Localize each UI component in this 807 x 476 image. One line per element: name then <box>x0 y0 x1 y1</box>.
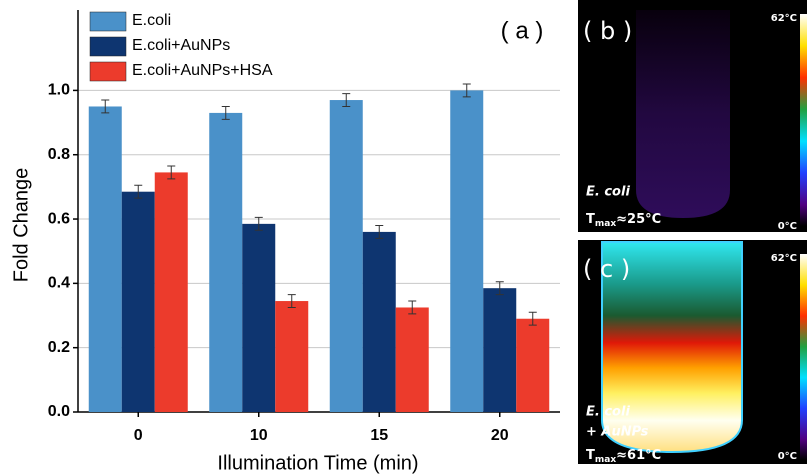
y-tick-label: 0.2 <box>48 339 70 356</box>
panel-label: ( c ) <box>583 255 630 283</box>
legend-label: E.coli+AuNPs <box>132 37 230 54</box>
bar <box>363 232 396 412</box>
y-tick-label: 0.6 <box>48 210 70 227</box>
y-tick-label: 0.4 <box>48 275 70 292</box>
figure: ( b ) 62°C 0°C E. coli Tmax≈25°C ( c ) 6… <box>0 0 807 476</box>
x-tick-label: 10 <box>250 427 268 444</box>
scale-max: 62°C <box>771 253 797 264</box>
y-tick-label: 0.0 <box>48 403 70 420</box>
tmax-symbol: T <box>586 212 595 227</box>
x-tick-label: 15 <box>370 427 388 444</box>
bar <box>155 172 188 412</box>
panel-label: ( a ) <box>501 17 544 44</box>
y-tick-label: 1.0 <box>48 82 70 99</box>
colorbar <box>800 254 807 460</box>
legend-swatch <box>90 12 126 31</box>
scale-min: 0°C <box>778 221 797 232</box>
legend-label: E.coli+AuNPs+HSA <box>132 62 273 79</box>
x-tick-label: 20 <box>491 427 509 444</box>
bar <box>516 319 549 412</box>
bar <box>89 106 122 412</box>
y-tick-label: 0.8 <box>48 146 70 163</box>
sample-label: + AuNPs <box>586 425 649 440</box>
x-tick-label: 0 <box>134 427 143 444</box>
bar <box>396 307 429 412</box>
x-axis-label: Illumination Time (min) <box>217 452 418 474</box>
tmax-subscript: max <box>595 455 616 465</box>
bar <box>450 90 483 412</box>
sample-label: E. coli <box>586 405 630 420</box>
bar <box>122 192 155 412</box>
scale-max: 62°C <box>771 13 797 24</box>
sample-label: E. coli <box>586 185 630 200</box>
tmax-value: ≈61°C <box>616 448 661 463</box>
bar <box>275 301 308 412</box>
y-axis-label: Fold Change <box>10 168 32 283</box>
tmax-symbol: T <box>586 448 595 463</box>
legend-label: E.coli <box>132 12 171 29</box>
plot: 0.0 0.2 0.4 0.6 0.8 1.0 0 10 15 20 E.coli E.coli+Au… <box>48 10 560 444</box>
legend-swatch <box>90 62 126 81</box>
bar <box>209 113 242 412</box>
scale-min: 0°C <box>778 451 797 462</box>
tmax-subscript: max <box>595 219 616 229</box>
panel-label: ( b ) <box>583 17 632 45</box>
tube <box>636 10 730 218</box>
bar <box>483 288 516 412</box>
bar <box>242 224 275 412</box>
bar <box>330 100 363 412</box>
tmax-value: ≈25°C <box>616 212 661 227</box>
legend-swatch <box>90 37 126 56</box>
colorbar <box>800 14 807 226</box>
